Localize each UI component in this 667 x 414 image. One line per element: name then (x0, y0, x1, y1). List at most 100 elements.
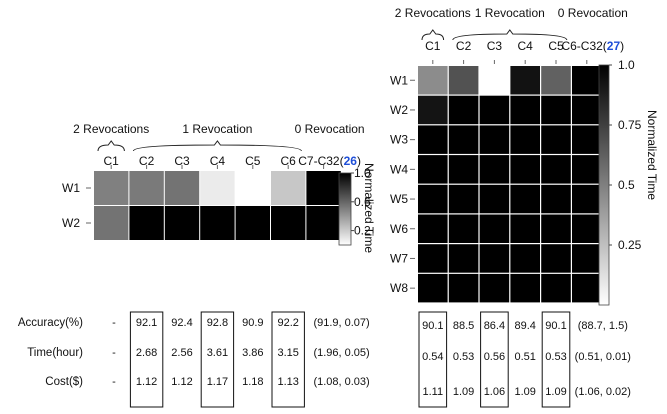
metric-value: 1.17 (207, 376, 228, 388)
column-label: C2 (139, 154, 155, 168)
heatmap-cell (510, 66, 540, 95)
heatmap-cell (271, 171, 306, 205)
heatmap-cell (541, 244, 571, 273)
metric-value: 2.56 (171, 347, 192, 359)
metric-value: 90.1 (422, 320, 443, 332)
heatmap-cell (129, 206, 164, 240)
metric-label: Cost($) (45, 376, 83, 388)
heatmap-cell (541, 66, 571, 95)
heatmap-cell (418, 214, 448, 243)
heatmap-cell (479, 95, 510, 125)
heatmap-cell (448, 214, 479, 243)
metric-value: 1.12 (136, 376, 157, 388)
row-label: W8 (390, 281, 408, 295)
row-label: W2 (390, 103, 408, 117)
metric-value: 92.1 (136, 317, 157, 329)
heatmap-cell (541, 214, 571, 243)
metric-value: 92.4 (171, 317, 192, 329)
metric-value: 90.9 (242, 317, 263, 329)
metric-value: 0.54 (422, 351, 443, 363)
column-label: C4 (518, 39, 534, 53)
metric-label: Time(hour) (27, 347, 83, 359)
row-label: W4 (390, 162, 408, 176)
heatmap-cell (510, 155, 540, 184)
heatmap-cell (448, 95, 479, 125)
group-label: 2 Revocations (395, 6, 471, 20)
metric-column-box (129, 311, 164, 408)
heatmap-cell (510, 125, 540, 154)
column-label-prefix: C6-C32( (561, 39, 606, 53)
heatmap-cell (572, 244, 602, 273)
row-label: W3 (390, 133, 408, 147)
group-label: 1 Revocation (475, 6, 545, 20)
heatmap-cell (479, 125, 510, 154)
metric-value: 0.53 (545, 351, 566, 363)
heatmap-cell (479, 155, 510, 184)
column-label-suffix: ) (357, 154, 361, 168)
heatmap-cell (164, 206, 200, 240)
heatmap-cell (200, 171, 235, 205)
colorbar-tick-label: 1.0 (354, 166, 371, 180)
group-label: 2 Revocations (73, 122, 149, 136)
heatmap-cell (448, 66, 479, 95)
row-label: W5 (390, 192, 408, 206)
metric-column-box (200, 311, 235, 408)
row-label: W2 (62, 216, 80, 230)
heatmap-cell (572, 95, 602, 125)
metric-value: 90.1 (545, 320, 566, 332)
metric-value: - (112, 317, 116, 329)
row-label: W1 (62, 181, 80, 195)
metric-value: 1.11 (423, 386, 444, 398)
heatmap-cell (200, 206, 235, 240)
row-label: W7 (390, 251, 408, 265)
metric-value: 0.56 (484, 351, 505, 363)
column-label: C5 (245, 154, 261, 168)
metric-value: 1.13 (277, 376, 298, 388)
metric-value: (1.06, 0.02) (575, 386, 631, 398)
column-label: C6 (281, 154, 297, 168)
heatmap-cell (572, 273, 602, 303)
metric-value: 88.5 (453, 320, 474, 332)
heatmap-cell (541, 125, 571, 154)
colorbar (338, 172, 352, 246)
heatmap-cell (129, 171, 164, 205)
column-label: C3 (174, 154, 190, 168)
colorbar-label: Normalized Time (362, 163, 376, 253)
right-heatmap: 2 Revocations 1 Revocation 0 Revocation C1 C… (390, 6, 659, 408)
metric-column-box (271, 311, 305, 408)
metric-value: 3.61 (207, 347, 228, 359)
metric-value: (1.08, 0.03) (313, 376, 369, 388)
column-count: 26 (344, 154, 358, 168)
heatmap-cell (479, 66, 510, 95)
metric-value: (1.96, 0.05) (313, 347, 369, 359)
column-label-suffix: ) (620, 39, 624, 53)
column-label: C4 (210, 154, 226, 168)
metric-value: 2.68 (136, 347, 157, 359)
column-label: C1 (425, 39, 441, 53)
row-label: W6 (390, 222, 408, 236)
heatmap-cell (510, 214, 540, 243)
column-label: C5 (548, 39, 564, 53)
metric-value: 86.4 (484, 320, 505, 332)
heatmap-cell (418, 95, 448, 125)
group-brace (452, 29, 568, 41)
metric-value: 1.09 (514, 386, 535, 398)
metric-value: 92.2 (277, 317, 298, 329)
metric-value: (88.7, 1.5) (578, 320, 628, 332)
colorbar-tick-label: 0.6 (354, 195, 371, 209)
colorbar-tick-label: 0.2 (354, 224, 371, 238)
metric-column-box (418, 311, 448, 408)
group-brace (97, 140, 125, 152)
heatmap-cell (235, 171, 270, 205)
heatmap-cell (541, 95, 571, 125)
heatmap-cell (448, 184, 479, 214)
heatmap-cell (572, 214, 602, 243)
group-brace (421, 29, 445, 41)
group-label: 1 Revocation (182, 122, 252, 136)
heatmap-cell (479, 273, 510, 303)
heatmap-cell (94, 171, 129, 205)
column-label: C7-C32(26) (298, 154, 361, 168)
group-label: 0 Revocation (295, 122, 365, 136)
metric-value: - (112, 347, 116, 359)
